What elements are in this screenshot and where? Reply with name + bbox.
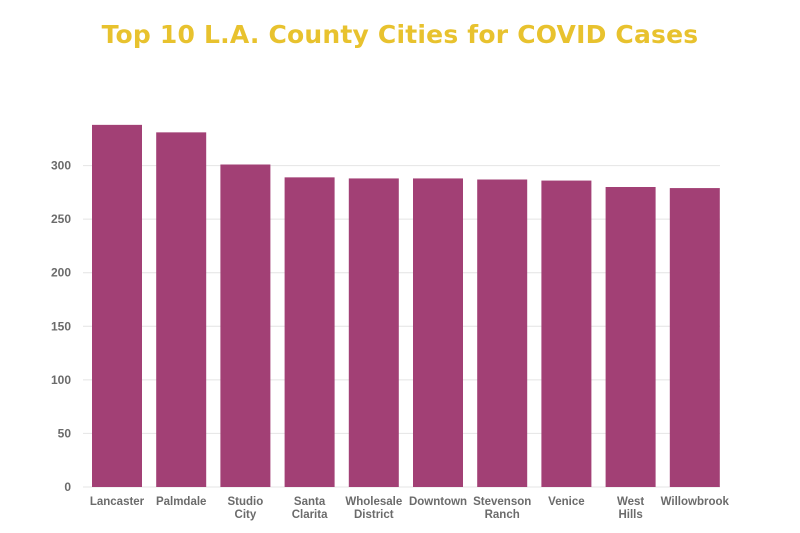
bar-9[interactable]	[669, 188, 720, 488]
bar-1[interactable]	[156, 132, 207, 487]
x-axis-labels: Lancaster Palmdale Studio City Santa Clarita W…	[90, 496, 730, 521]
x-tick-label-7: Venice	[548, 496, 584, 508]
y-tick-label-100: 100	[51, 373, 71, 387]
x-tick-label-1: Palmdale	[156, 496, 207, 508]
bar-8[interactable]	[605, 187, 656, 487]
x-tick-label-3: Santa Clarita	[292, 496, 328, 521]
chart-title: Top 10 L.A. County Cities for COVID Case…	[101, 20, 699, 49]
x-tick-label-4: Wholesale District	[345, 496, 402, 521]
x-tick-label-8: West Hills	[617, 496, 644, 521]
bar-6[interactable]	[477, 179, 528, 488]
bar-5[interactable]	[413, 178, 463, 487]
y-tick-label-0: 0	[64, 480, 71, 494]
x-tick-label-5: Downtown	[409, 496, 467, 508]
bar-3[interactable]	[284, 177, 335, 487]
y-tick-label-250: 250	[51, 212, 71, 226]
bar-4[interactable]	[348, 178, 399, 487]
y-tick-label-200: 200	[51, 266, 71, 280]
x-tick-label-0: Lancaster	[90, 496, 145, 508]
x-tick-label-6: Stevenson Ranch	[473, 496, 531, 521]
y-axis-ticks: 0 50 100 150 200 250 300	[51, 159, 71, 494]
bar-7[interactable]	[541, 180, 592, 488]
y-tick-label-150: 150	[51, 319, 71, 333]
x-tick-label-9: Willowbrook	[661, 496, 730, 508]
x-tick-label-2: Studio City	[228, 496, 264, 521]
y-tick-label-300: 300	[51, 159, 71, 173]
bar-0[interactable]	[92, 124, 142, 487]
bars	[92, 124, 720, 488]
y-tick-label-50: 50	[58, 426, 72, 440]
bar-2[interactable]	[220, 164, 271, 488]
